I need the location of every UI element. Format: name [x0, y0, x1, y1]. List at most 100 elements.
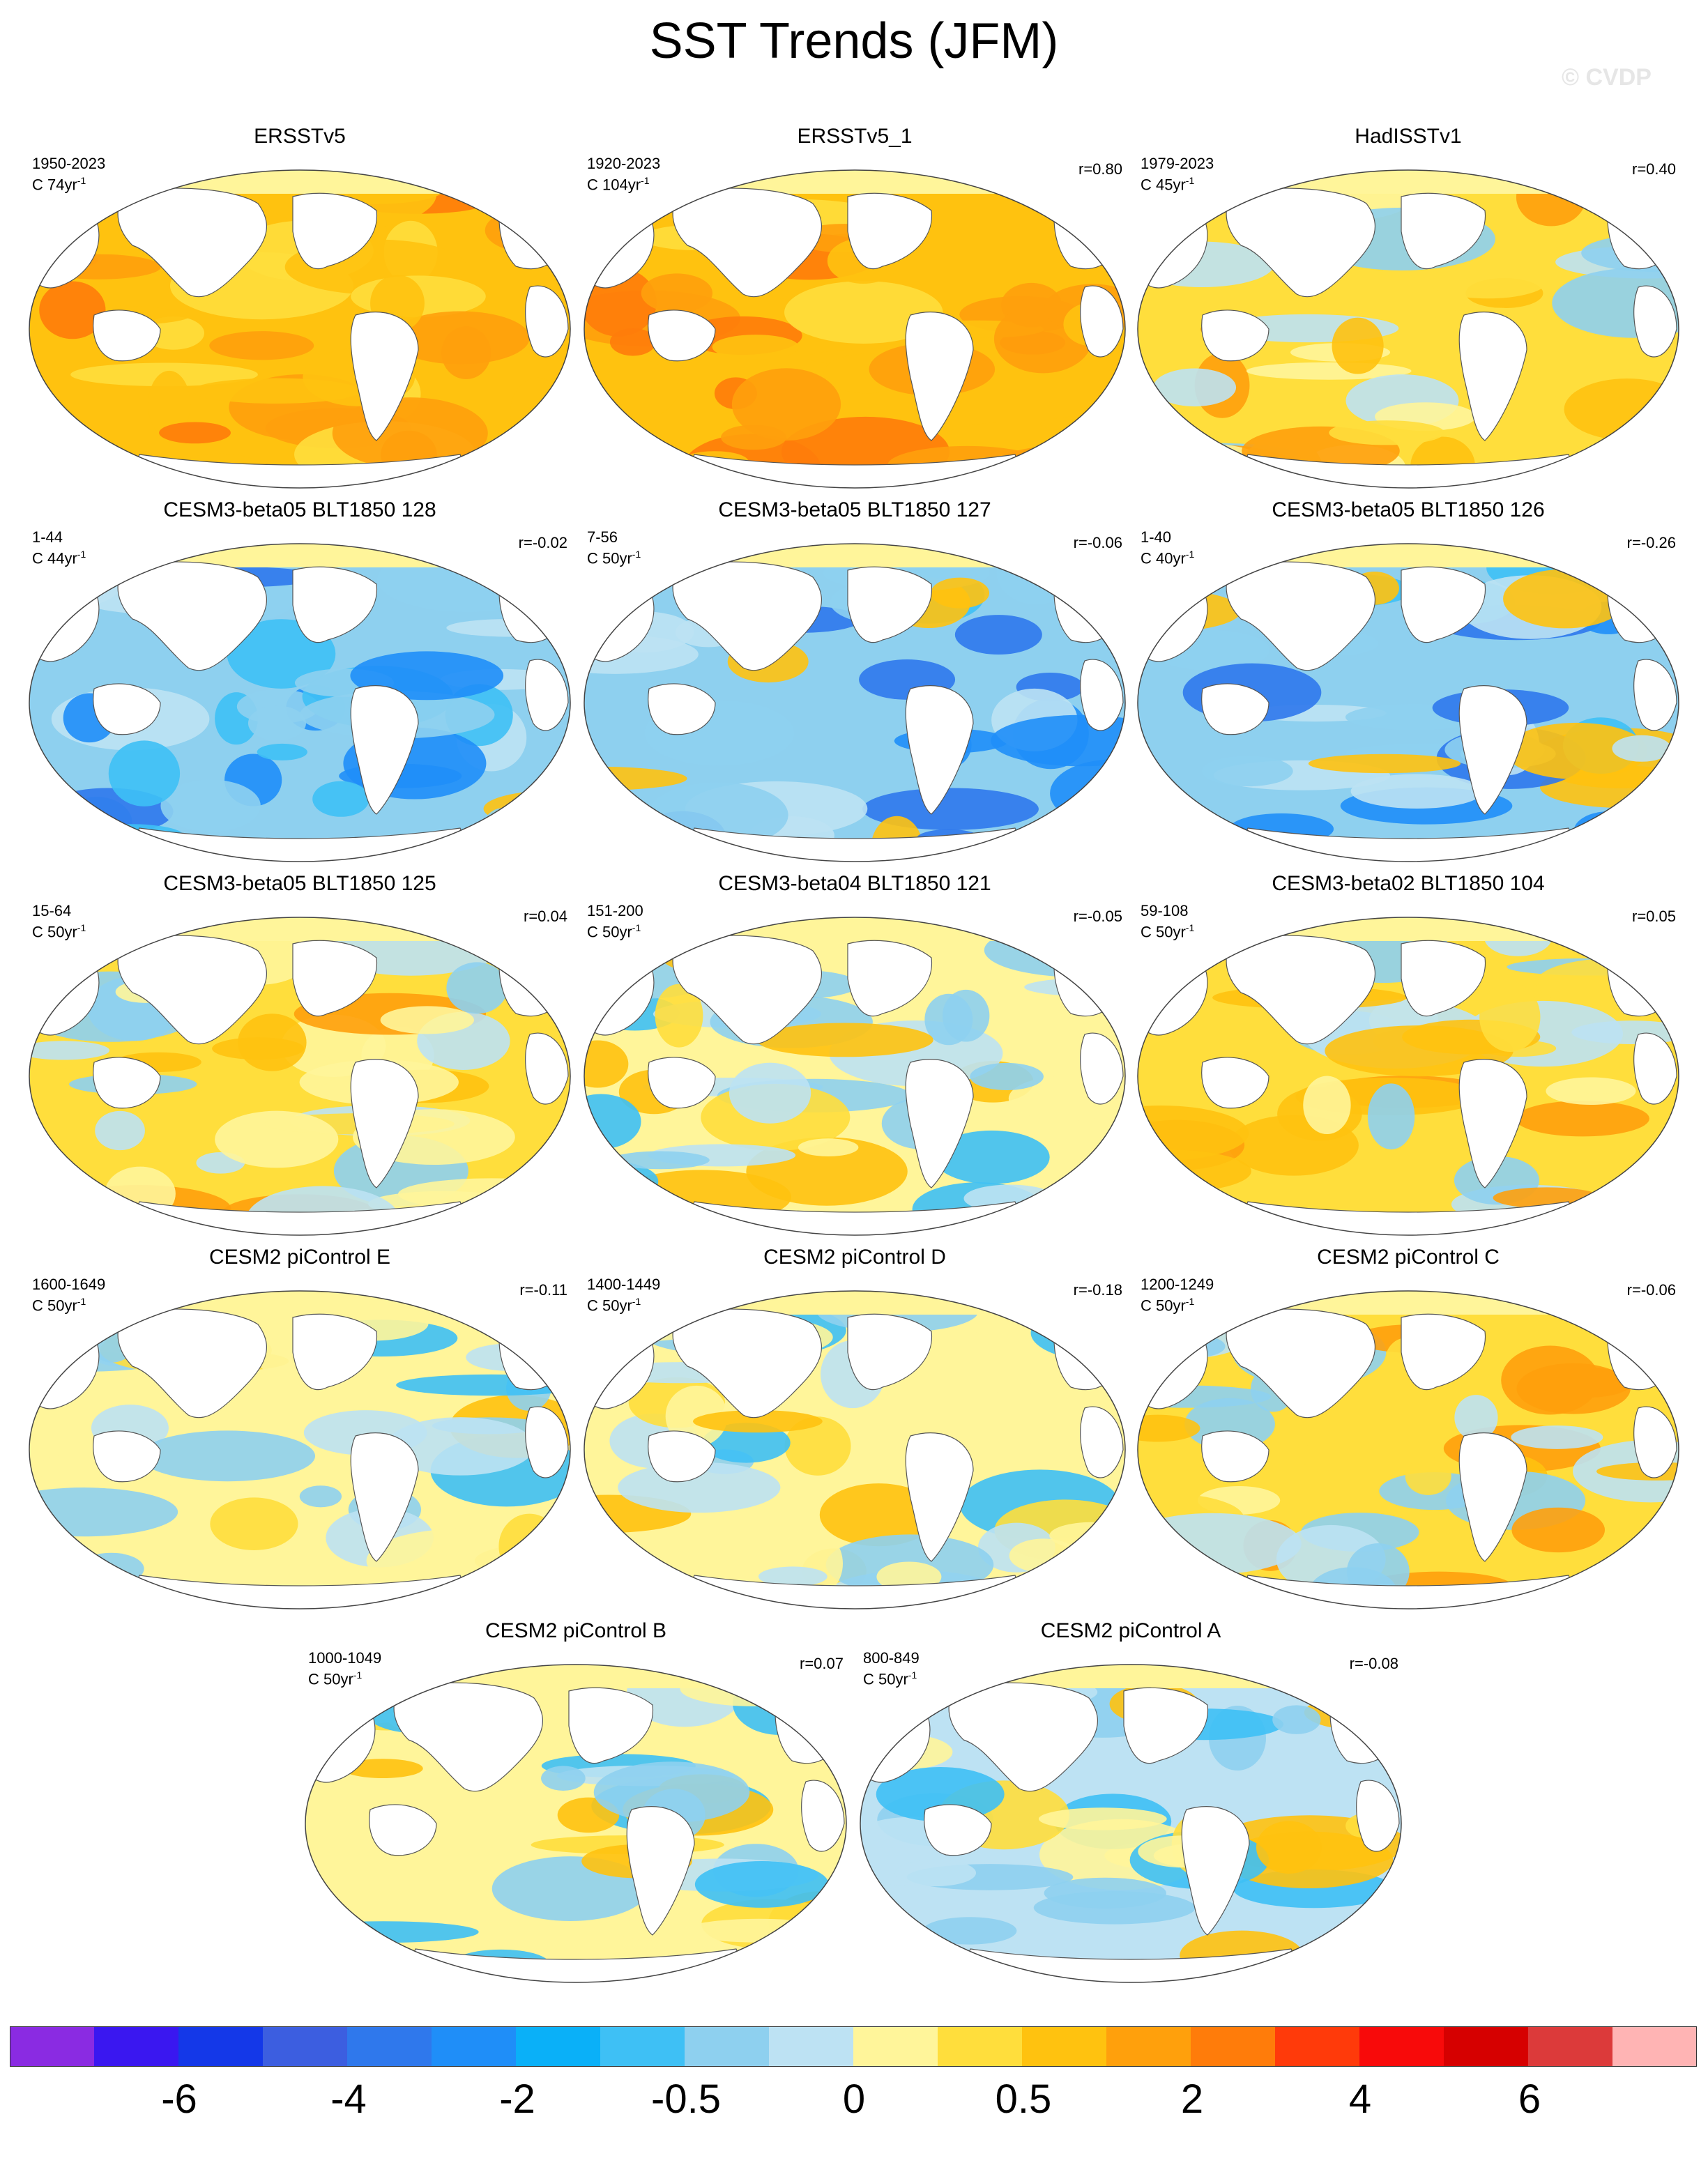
land-mass — [672, 1308, 822, 1418]
colorbar-swatch — [178, 2026, 264, 2067]
sst-anomaly-patch — [1083, 1520, 1125, 1591]
colorbar-swatch — [938, 2026, 1023, 2067]
land-mass — [1401, 940, 1486, 1017]
panel-correlation: r=0.05 — [1632, 908, 1676, 925]
land-mass — [1226, 188, 1375, 298]
sst-anomaly-patch — [29, 1041, 110, 1060]
panel-years: 1600-1649 — [32, 1276, 106, 1293]
map-panel: CESM3-beta05 BLT1850 128 1-44 C 44yr-1 r=-0… — [28, 498, 572, 863]
panel-title: CESM3-beta05 BLT1850 125 — [163, 872, 436, 895]
colorbar-swatch — [516, 2026, 601, 2067]
panel-trend-rate: C 50yr-1 — [308, 1669, 363, 1688]
land-mass — [1226, 1308, 1375, 1418]
colorbar-swatch — [1612, 2026, 1698, 2067]
colorbar-swatch — [432, 2026, 517, 2067]
globe-map — [584, 917, 1126, 1236]
panel-years: 1920-2023 — [587, 155, 661, 172]
land-mass — [1201, 1430, 1269, 1483]
globe-map — [29, 169, 571, 489]
panel-years: 7-56 — [587, 528, 618, 546]
sst-anomaly-patch — [1571, 1020, 1679, 1044]
sst-anomaly-patch — [446, 962, 508, 1014]
sst-anomaly-patch — [655, 984, 703, 1048]
panel-title: CESM3-beta02 BLT1850 104 — [1272, 872, 1545, 895]
sst-anomaly-patch — [931, 577, 990, 609]
land-mass — [1201, 683, 1269, 735]
land-mass — [672, 561, 822, 671]
panel-correlation: r=-0.08 — [1349, 1655, 1398, 1672]
colorbar — [10, 2026, 1698, 2067]
sst-anomaly-patch — [694, 1861, 829, 1908]
globe-map — [1137, 169, 1679, 489]
sst-anomaly-patch — [1153, 368, 1237, 407]
sst-anomaly-patch — [1573, 811, 1645, 851]
sst-anomaly-patch — [1367, 1083, 1415, 1149]
sst-anomaly-patch — [954, 615, 1042, 655]
sst-anomaly-patch — [945, 422, 1095, 450]
globe-outline — [305, 1664, 847, 1983]
sst-anomaly-patch — [39, 281, 106, 339]
sst-anomaly-patch — [1024, 552, 1124, 583]
sst-anomaly-patch — [1175, 1566, 1239, 1596]
sst-field — [29, 544, 570, 862]
arctic-band — [584, 1291, 1125, 1315]
colorbar-tick-label: -0.5 — [651, 2077, 721, 2122]
sst-anomaly-patch — [1038, 1201, 1125, 1219]
panel-years: 800-849 — [863, 1649, 920, 1667]
panel-correlation: r=-0.26 — [1626, 534, 1676, 551]
land-mass — [498, 1316, 569, 1391]
arctic-band — [584, 917, 1125, 941]
land-mass — [393, 1682, 543, 1792]
land-mass — [648, 1430, 716, 1483]
sst-anomaly-patch — [991, 714, 1125, 767]
panel-correlation: r=0.07 — [800, 1655, 844, 1672]
sst-anomaly-patch — [641, 273, 713, 313]
land-mass — [648, 683, 716, 735]
panel-correlation: r=-0.18 — [1073, 1281, 1122, 1299]
sst-anomaly-patch — [784, 281, 943, 344]
sst-anomaly-patch — [148, 370, 191, 438]
land-mass — [1633, 285, 1677, 358]
panel-years: 1-44 — [32, 528, 63, 546]
colorbar-swatch — [347, 2026, 432, 2067]
land-mass — [1201, 309, 1269, 362]
sst-anomaly-patch — [922, 1917, 1017, 1945]
sst-anomaly-patch — [712, 335, 800, 360]
land-mass — [498, 195, 569, 270]
land-mass — [292, 1313, 378, 1391]
land-mass — [117, 935, 267, 1045]
sst-field — [29, 917, 570, 1235]
land-mass — [948, 1682, 1098, 1792]
panel-title: CESM3-beta05 BLT1850 127 — [718, 498, 991, 521]
sst-anomaly-patch — [680, 1671, 826, 1706]
sst-anomaly-patch — [299, 1485, 342, 1508]
sst-anomaly-patch — [312, 781, 369, 817]
panel-title: CESM2 piControl C — [1317, 1246, 1500, 1269]
sst-anomaly-patch — [510, 377, 565, 449]
land-mass — [905, 312, 974, 441]
sst-anomaly-patch — [1332, 317, 1384, 374]
land-mass — [1401, 192, 1486, 270]
colorbar-swatch — [1444, 2026, 1529, 2067]
panel-trend-rate: C 50yr-1 — [587, 1296, 641, 1315]
land-mass — [1329, 1690, 1400, 1764]
panel-correlation: r=0.40 — [1632, 160, 1676, 178]
colorbar-tick-label: 4 — [1348, 2077, 1372, 2122]
panel-trend-rate: C 104yr-1 — [587, 175, 650, 194]
panel-correlation: r=0.04 — [524, 908, 567, 925]
land-mass — [1607, 1316, 1677, 1391]
land-mass — [93, 1057, 161, 1109]
sst-anomaly-patch — [1515, 1101, 1649, 1137]
map-panel: CESM2 piControl A 800-849 C 50yr-1 r=-0.08 — [859, 1619, 1403, 1984]
land-mass — [93, 1430, 161, 1483]
land-mass — [117, 188, 267, 298]
sst-field — [1138, 544, 1679, 862]
panel-years: 1000-1049 — [308, 1649, 382, 1667]
colorbar-tick-label: -4 — [330, 2077, 367, 2122]
land-mass — [801, 1780, 845, 1852]
globe-outline — [29, 917, 571, 1236]
sst-anomaly-patch — [729, 1062, 811, 1124]
land-mass — [525, 285, 569, 358]
sst-anomaly-patch — [390, 311, 530, 365]
panel-trend-rate: C 50yr-1 — [32, 922, 86, 941]
